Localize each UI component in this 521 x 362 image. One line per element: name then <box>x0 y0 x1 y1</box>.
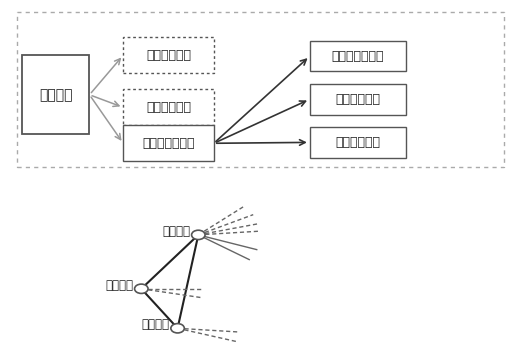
Bar <box>309 84 406 114</box>
Text: 时间片管理模块: 时间片管理模块 <box>331 50 384 63</box>
Text: 报文发送模块: 报文发送模块 <box>146 49 191 62</box>
Text: 网络节点: 网络节点 <box>163 225 191 238</box>
Circle shape <box>134 284 148 294</box>
Circle shape <box>171 324 184 333</box>
Bar <box>123 89 214 125</box>
Text: 邻居信息模块: 邻居信息模块 <box>335 93 380 106</box>
Text: 网络节点: 网络节点 <box>142 318 170 331</box>
Bar <box>17 12 504 167</box>
Text: 网络节点: 网络节点 <box>106 279 133 292</box>
Text: 网络节点: 网络节点 <box>39 88 72 102</box>
Text: 节点信息模块: 节点信息模块 <box>335 136 380 149</box>
Bar <box>309 41 406 71</box>
Bar <box>123 125 214 161</box>
Text: 报文接收模块: 报文接收模块 <box>146 101 191 114</box>
Bar <box>123 37 214 73</box>
Circle shape <box>192 230 205 240</box>
Bar <box>309 127 406 157</box>
Text: 邻居发现主模块: 邻居发现主模块 <box>142 137 195 150</box>
Bar <box>22 55 90 134</box>
